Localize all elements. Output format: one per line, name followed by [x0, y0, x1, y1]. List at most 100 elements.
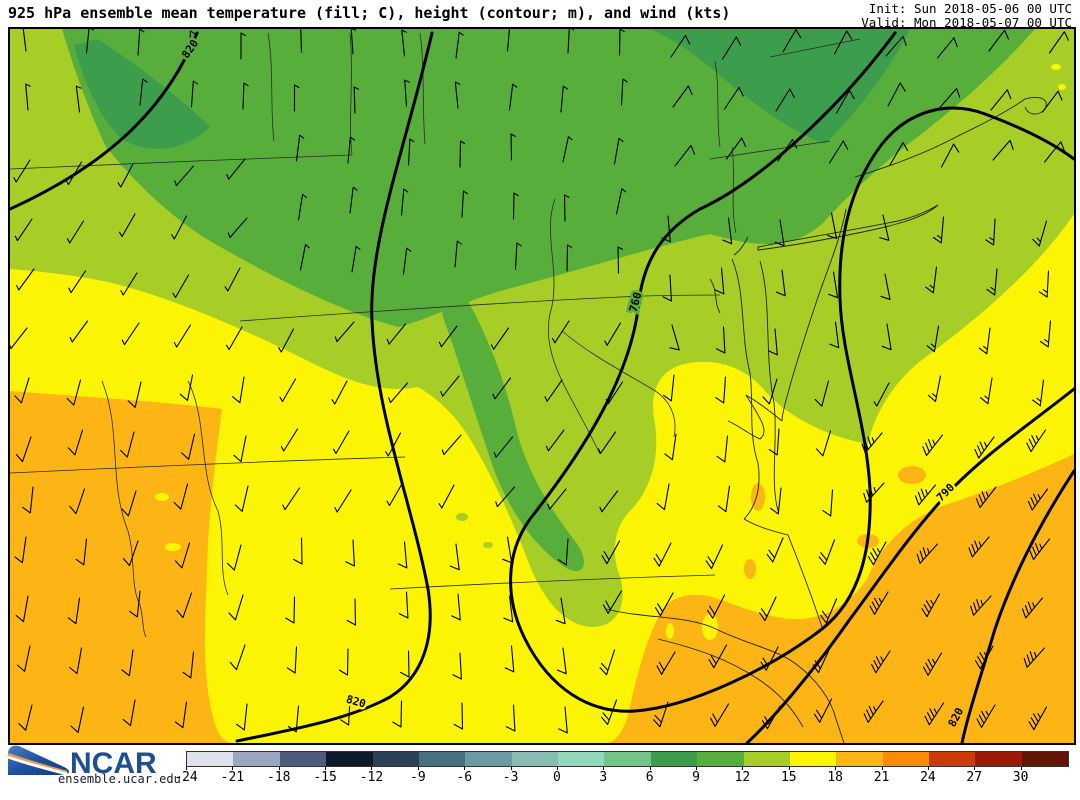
colorbar-tick-label: 9	[692, 770, 700, 785]
ncar-swoosh-accent	[7, 752, 68, 774]
colorbar-segment	[326, 752, 373, 766]
wind-barb	[402, 247, 412, 275]
state-boundary-line	[101, 380, 147, 638]
colorbar-segment	[558, 752, 605, 766]
wind-barb	[768, 328, 778, 356]
wind-barb	[233, 435, 247, 463]
wind-barb	[814, 380, 830, 407]
wind-barb	[1038, 270, 1050, 298]
wind-barb	[182, 651, 195, 679]
wind-barb	[599, 490, 619, 513]
wind-barb	[654, 592, 674, 617]
wind-barb	[932, 216, 945, 244]
wind-barb	[715, 376, 727, 404]
wind-barb	[121, 322, 140, 346]
wind-barb	[122, 699, 136, 727]
temp-fill-blob	[1058, 84, 1066, 90]
wind-barb	[1029, 538, 1051, 561]
coastline	[757, 204, 939, 251]
coastline	[733, 236, 749, 256]
colorbar-tick-label: 15	[780, 770, 797, 785]
wind-barb	[725, 137, 747, 160]
colorbar-tick	[696, 766, 698, 770]
wind-barb	[975, 486, 997, 509]
colorbar-tick	[649, 766, 651, 770]
state-boundary-line	[714, 60, 721, 148]
wind-barb	[602, 590, 623, 614]
wind-barb	[986, 268, 998, 296]
wind-barb	[766, 537, 784, 563]
wind-barb	[332, 430, 350, 455]
wind-barb	[970, 595, 992, 616]
wind-barb	[716, 435, 729, 463]
wind-barb	[120, 272, 138, 296]
wind-barb	[15, 595, 29, 623]
wind-barb	[67, 597, 81, 625]
wind-barb	[351, 245, 361, 273]
colorbar-tick-label: -21	[220, 770, 245, 785]
wind-barb	[873, 382, 890, 407]
colorbar-tick-label: 30	[1012, 770, 1029, 785]
wind-barb	[129, 590, 141, 618]
weather-map-frame: 820 820 760 790 820	[8, 27, 1076, 745]
state-boundary-line	[769, 38, 861, 58]
ncar-logo-text: NCAR	[70, 747, 157, 778]
colorbar-segment	[187, 752, 234, 766]
colorbar-tick-label: 6	[645, 770, 654, 785]
coastline	[709, 278, 721, 314]
colorbar-tick	[510, 766, 512, 770]
state-boundary-line	[10, 154, 353, 170]
wind-barb	[173, 483, 189, 510]
wind-barb	[397, 541, 408, 569]
colorbar-tick	[371, 766, 373, 770]
wind-barb	[67, 429, 84, 456]
wind-barb	[822, 489, 834, 517]
wind-barb	[927, 375, 942, 403]
wind-barb	[14, 218, 33, 242]
wind-barb	[921, 593, 941, 618]
wind-barb	[401, 29, 407, 57]
temp-fill-blob	[456, 513, 468, 521]
wind-barb	[122, 540, 139, 567]
colorbar-tick	[788, 766, 790, 770]
wind-barb	[137, 29, 145, 56]
wind-barb	[820, 598, 838, 624]
wind-barb	[461, 190, 469, 218]
wind-barb	[863, 700, 884, 723]
wind-barb	[976, 704, 996, 728]
wind-barb	[829, 321, 840, 349]
wind-barb	[968, 536, 990, 558]
hgt-820-nw	[10, 31, 199, 211]
wind-barb	[452, 652, 462, 680]
wind-barb	[388, 382, 409, 404]
wind-barb	[493, 436, 514, 458]
wind-barb	[69, 488, 86, 515]
wind-barb	[544, 379, 563, 402]
hgt-820-se	[960, 469, 1074, 743]
fill-9-12-central-tongue	[442, 284, 584, 572]
wind-barb	[723, 86, 744, 110]
wind-barb	[14, 377, 30, 404]
wind-barb	[974, 436, 995, 459]
temp-fill-blob	[930, 521, 950, 533]
wind-barb	[547, 488, 567, 510]
wind-barb	[775, 88, 795, 112]
wind-barb	[176, 592, 193, 619]
wind-barb	[706, 594, 726, 619]
wind-barb	[75, 85, 82, 113]
wind-barb	[978, 327, 991, 355]
colorbar-segment	[975, 752, 1022, 766]
colorbar-segment	[511, 752, 558, 766]
wind-barb	[353, 86, 360, 114]
colorbar-segment	[465, 752, 512, 766]
wind-barb	[545, 429, 565, 452]
wind-barb	[404, 79, 410, 107]
wind-barb	[717, 485, 731, 513]
wind-barb	[225, 326, 243, 351]
wind-barb	[980, 377, 993, 405]
wind-barb	[398, 591, 409, 619]
wind-barb	[563, 194, 570, 222]
site-url-label: ensemble.ucar.edu	[58, 772, 181, 786]
colorbar-tick-label: 0	[553, 770, 561, 785]
